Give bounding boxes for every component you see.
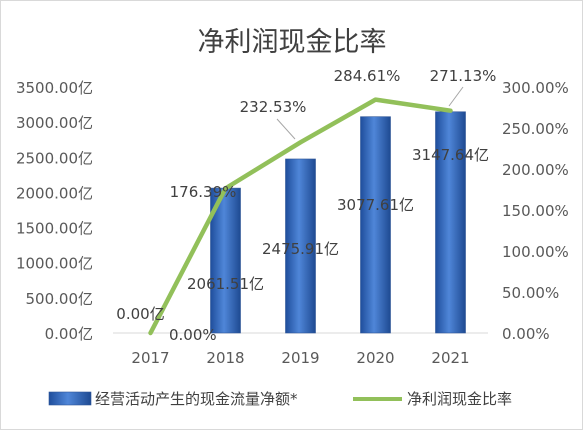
y-right-tick-label: 0.00% [502,325,550,343]
bar [435,111,466,334]
bar-value-label: 3077.61亿 [337,196,414,214]
leader-lines [276,86,464,140]
y-axis-left: 0.00亿 500.00亿 1000.00亿 1500.00亿 2000.00亿 2500… [16,79,93,343]
bar [210,187,241,334]
line-value-label: 176.39% [170,183,237,201]
bar [360,116,391,334]
y-axis-right: 0.00% 50.00% 100.00% 150.00% 200.00% 250.00% 3… [502,79,569,343]
y-right-tick-label: 50.00% [502,284,559,302]
bar-value-label: 0.00亿 [116,305,164,323]
y-left-tick-label: 3500.00亿 [16,79,93,97]
y-left-tick-label: 500.00亿 [26,290,94,308]
y-left-tick-label: 1500.00亿 [16,220,93,238]
legend-line-label: 净利润现金比率 [407,390,512,408]
y-left-tick-label: 0.00亿 [45,325,93,343]
x-tick-label: 2017 [131,349,169,367]
leader-line [276,118,296,140]
y-left-tick-label: 2500.00亿 [16,149,93,167]
x-axis: 2017 2018 2019 2020 2021 [113,332,488,367]
x-tick-label: 2021 [431,349,469,367]
legend-bar-label: 经营活动产生的现金流量净额* [95,390,298,408]
y-right-tick-label: 250.00% [502,120,569,138]
y-left-tick-label: 3000.00亿 [16,114,93,132]
y-right-tick-label: 300.00% [502,79,569,97]
line-value-label: 0.00% [169,326,217,344]
y-left-tick-label: 2000.00亿 [16,184,93,202]
legend-bar-swatch [48,391,92,406]
y-right-tick-label: 100.00% [502,243,569,261]
x-tick-label: 2019 [281,349,319,367]
bar-value-label: 2061.51亿 [187,275,264,293]
leader-line [448,86,464,107]
y-right-tick-label: 150.00% [502,202,569,220]
y-left-tick-label: 1000.00亿 [16,255,93,273]
line-series [148,97,453,336]
ratio-line [148,97,453,336]
x-tick-label: 2020 [356,349,394,367]
legend: 经营活动产生的现金流量净额* 净利润现金比率 [48,390,512,408]
bar-value-label: 3147.64亿 [412,146,489,164]
bar [285,158,316,334]
chart-title: 净利润现金比率 [198,27,387,58]
bar-series [210,111,466,334]
bar-value-label: 2475.91亿 [262,240,339,258]
line-value-label: 271.13% [430,67,497,85]
x-tick-label: 2018 [206,349,244,367]
line-value-label: 284.61% [334,67,401,85]
data-labels: 0.00亿 2061.51亿 2475.91亿 3077.61亿 3147.64亿 0.0… [116,67,496,344]
line-value-label: 232.53% [240,98,307,116]
y-right-tick-label: 200.00% [502,161,569,179]
